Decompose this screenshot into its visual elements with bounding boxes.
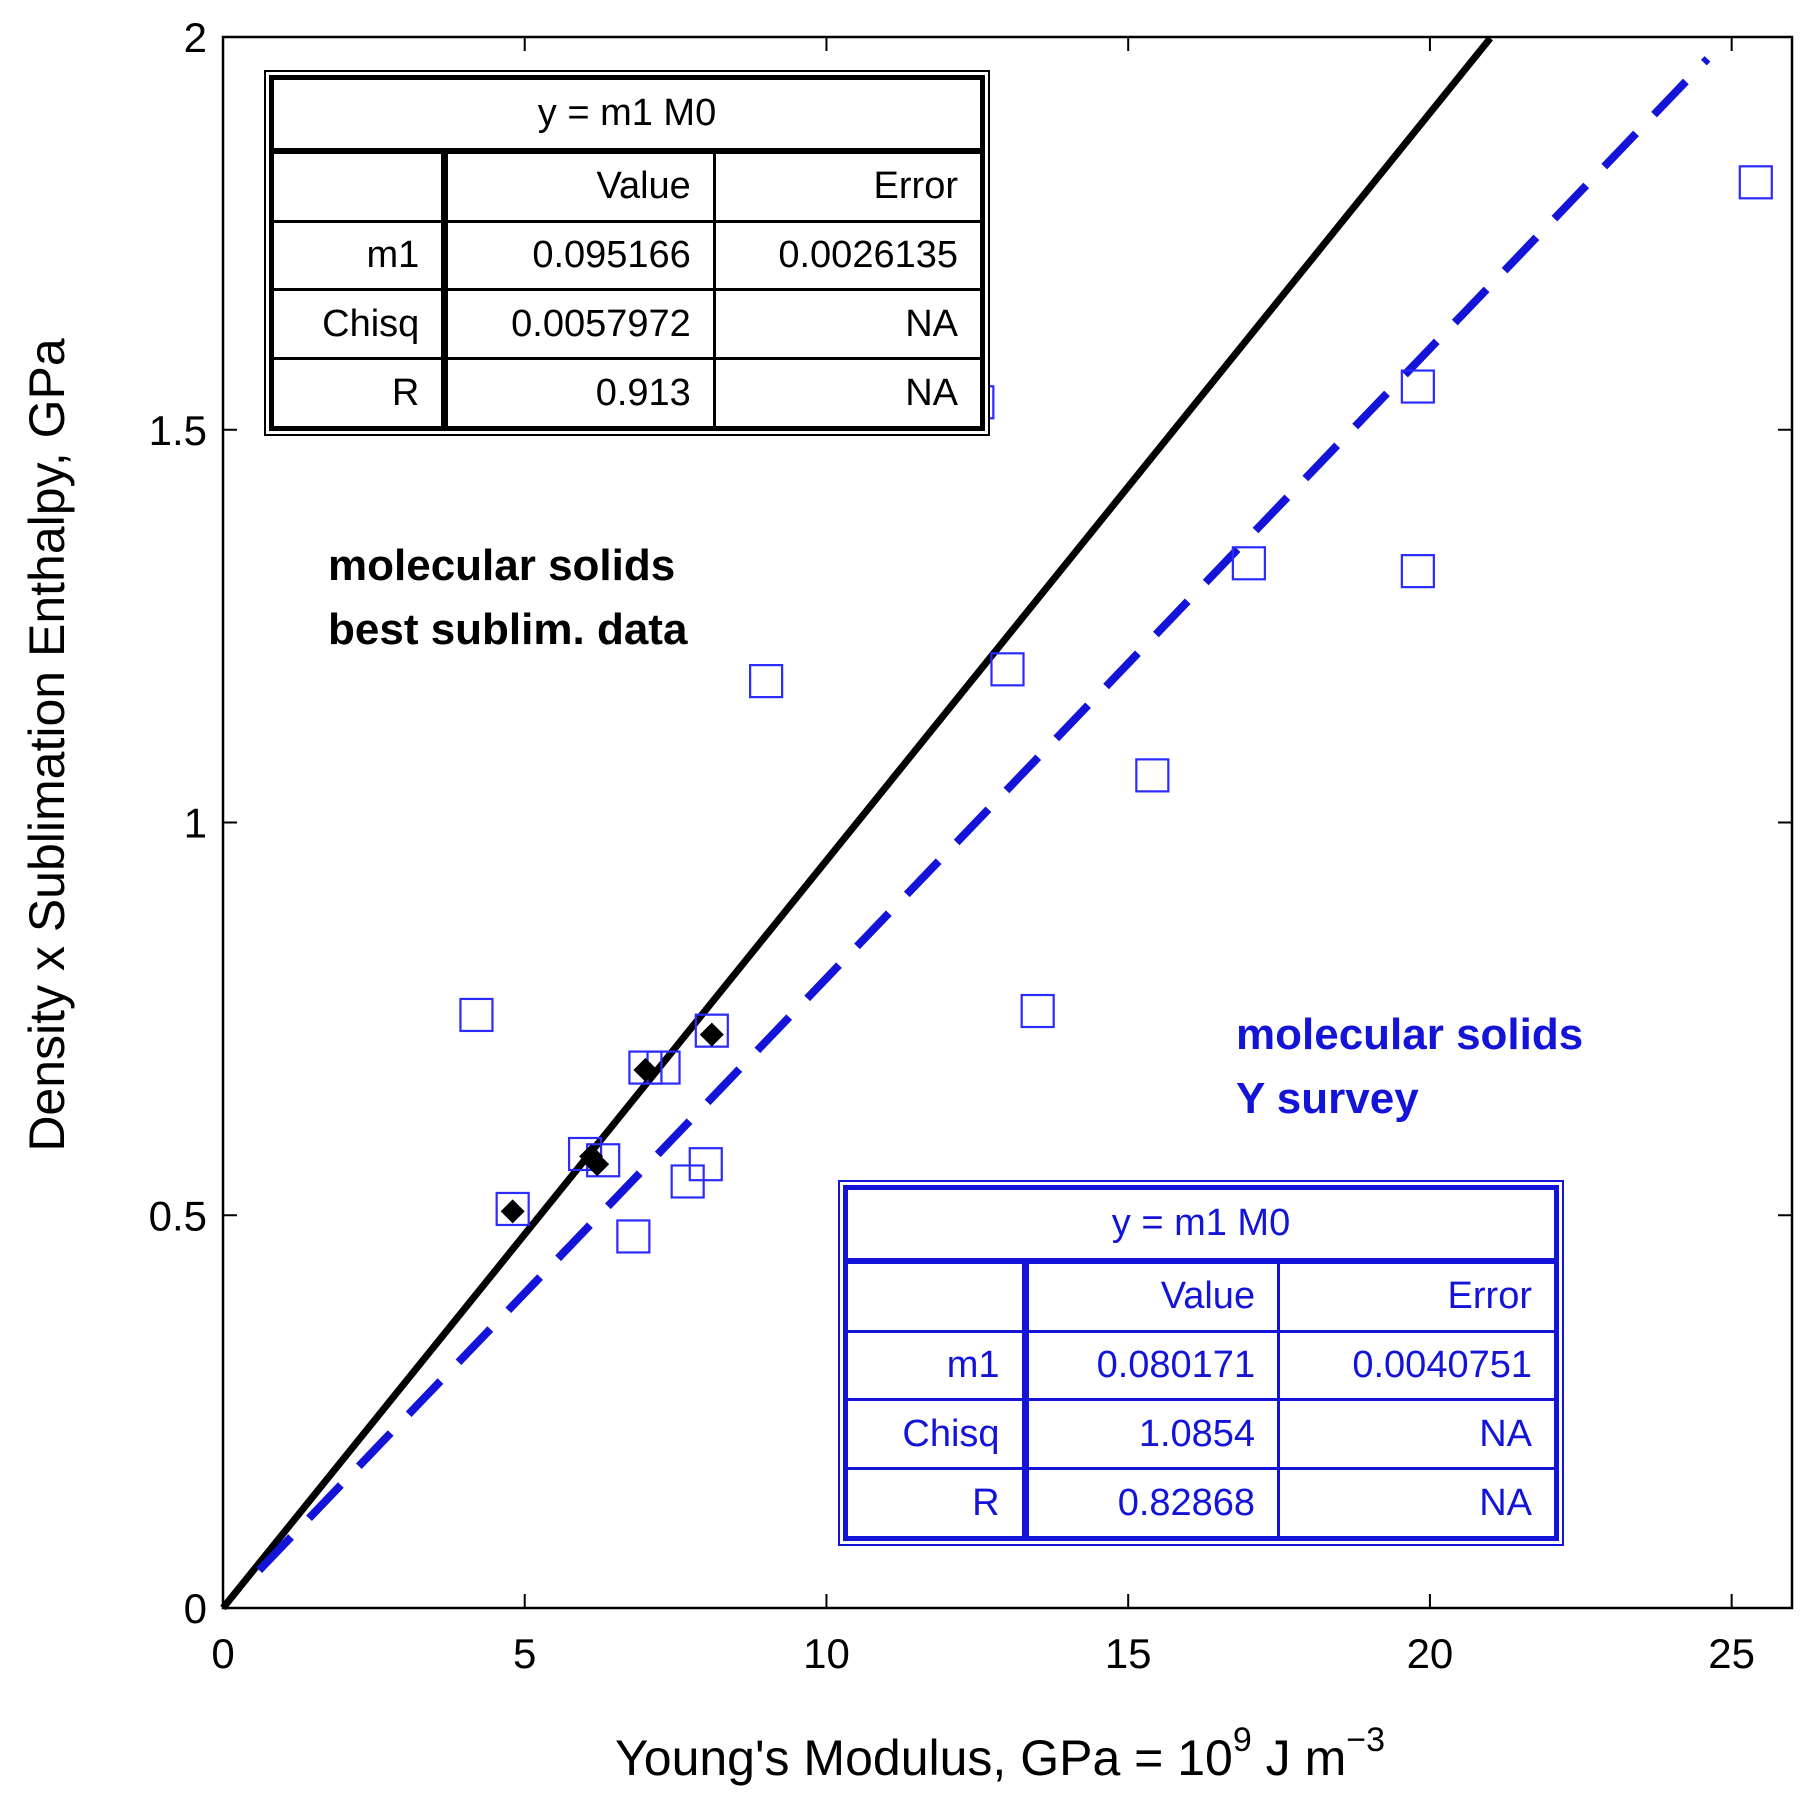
fit-line-solid	[220, 35, 1493, 1611]
square-marker	[749, 664, 784, 699]
fit-line-dashed	[256, 56, 1711, 1573]
value-cell: 0.095166	[443, 219, 716, 292]
square-marker	[1738, 165, 1773, 200]
diamond-marker	[500, 1199, 525, 1224]
error-cell: NA	[1277, 1467, 1557, 1539]
annotation-y-survey: molecular solids Y survey	[1236, 1010, 1595, 1123]
x-tick-label: 10	[803, 1630, 850, 1677]
header-cell: Value	[443, 149, 716, 223]
row-label: Chisq	[845, 1398, 1029, 1471]
axis-ticks: 0 5 10 15 20 25 0 0.5 1 1.5 2	[149, 14, 1792, 1677]
square-marker	[670, 1164, 705, 1199]
x-axis-title: Young's Modulus, GPa = 109 J m−3	[615, 1721, 1385, 1786]
header-cell: Error	[712, 149, 984, 223]
diamond-marker	[633, 1057, 658, 1082]
x-tick-label: 25	[1708, 1630, 1755, 1677]
square-marker	[1020, 993, 1055, 1029]
header-cell	[845, 1259, 1029, 1333]
table-row: m1 0.080171 0.0040751	[845, 1329, 1557, 1402]
header-cell: Error	[1277, 1259, 1557, 1333]
fit-equation: y = m1 M0	[271, 76, 983, 154]
fit-lines	[220, 35, 1711, 1611]
square-marker	[616, 1219, 651, 1254]
y-axis-title: Density x Sublimation Enthalpy, GPa	[19, 338, 75, 1152]
row-label: m1	[270, 219, 449, 292]
x-tick-label: 0	[211, 1630, 234, 1677]
x-tick-label: 15	[1105, 1630, 1152, 1677]
y-tick-label: 1.5	[149, 407, 207, 454]
square-marker	[1231, 546, 1266, 581]
table-row: R 0.913 NA	[270, 357, 984, 429]
annotation-best-sublim: molecular solids best sublim. data	[328, 541, 688, 654]
row-label: Chisq	[270, 288, 449, 361]
row-label: R	[845, 1467, 1029, 1539]
square-marker	[1400, 554, 1435, 589]
header-cell	[270, 149, 449, 223]
square-marker	[495, 1191, 530, 1227]
value-cell: 0.913	[443, 357, 716, 429]
error-cell: NA	[1277, 1398, 1557, 1471]
square-marker	[567, 1136, 603, 1172]
y-tick-label: 1	[184, 800, 207, 847]
error-cell: NA	[712, 357, 984, 429]
y-tick-label: 0	[184, 1585, 207, 1632]
row-label: R	[270, 357, 449, 429]
x-tick-label: 5	[513, 1630, 536, 1677]
square-marker	[628, 1050, 663, 1085]
table-row: Chisq 0.0057972 NA	[270, 288, 984, 361]
fit-table-black: y = m1 M0 Value Error m1 0.095166 0.0026…	[264, 70, 990, 436]
square-marker	[990, 652, 1025, 687]
y-tick-label: 2	[184, 14, 207, 61]
value-cell: 0.82868	[1023, 1467, 1281, 1539]
table-row: Chisq 1.0854 NA	[845, 1398, 1557, 1471]
x-tick-label: 20	[1407, 1630, 1454, 1677]
header-cell: Value	[1023, 1259, 1281, 1333]
square-marker	[459, 997, 494, 1033]
diamond-marker	[585, 1152, 610, 1177]
value-cell: 0.0057972	[443, 288, 716, 361]
square-marker	[694, 1013, 729, 1048]
data-points	[459, 165, 1773, 1254]
fit-equation: y = m1 M0	[845, 1186, 1557, 1264]
table-row: m1 0.095166 0.0026135	[270, 219, 984, 292]
error-cell: 0.0026135	[712, 219, 984, 292]
row-label: m1	[845, 1329, 1029, 1402]
table-row: R 0.82868 NA	[845, 1467, 1557, 1539]
fit-table-blue: y = m1 M0 Value Error m1 0.080171 0.0040…	[838, 1180, 1564, 1546]
diamond-marker	[699, 1022, 724, 1047]
square-marker	[1400, 369, 1435, 404]
error-cell: NA	[712, 288, 984, 361]
value-cell: 1.0854	[1023, 1398, 1281, 1471]
y-tick-label: 0.5	[149, 1192, 207, 1239]
square-marker	[688, 1147, 723, 1182]
value-cell: 0.080171	[1023, 1329, 1281, 1402]
square-marker	[1135, 758, 1170, 793]
error-cell: 0.0040751	[1277, 1329, 1557, 1402]
